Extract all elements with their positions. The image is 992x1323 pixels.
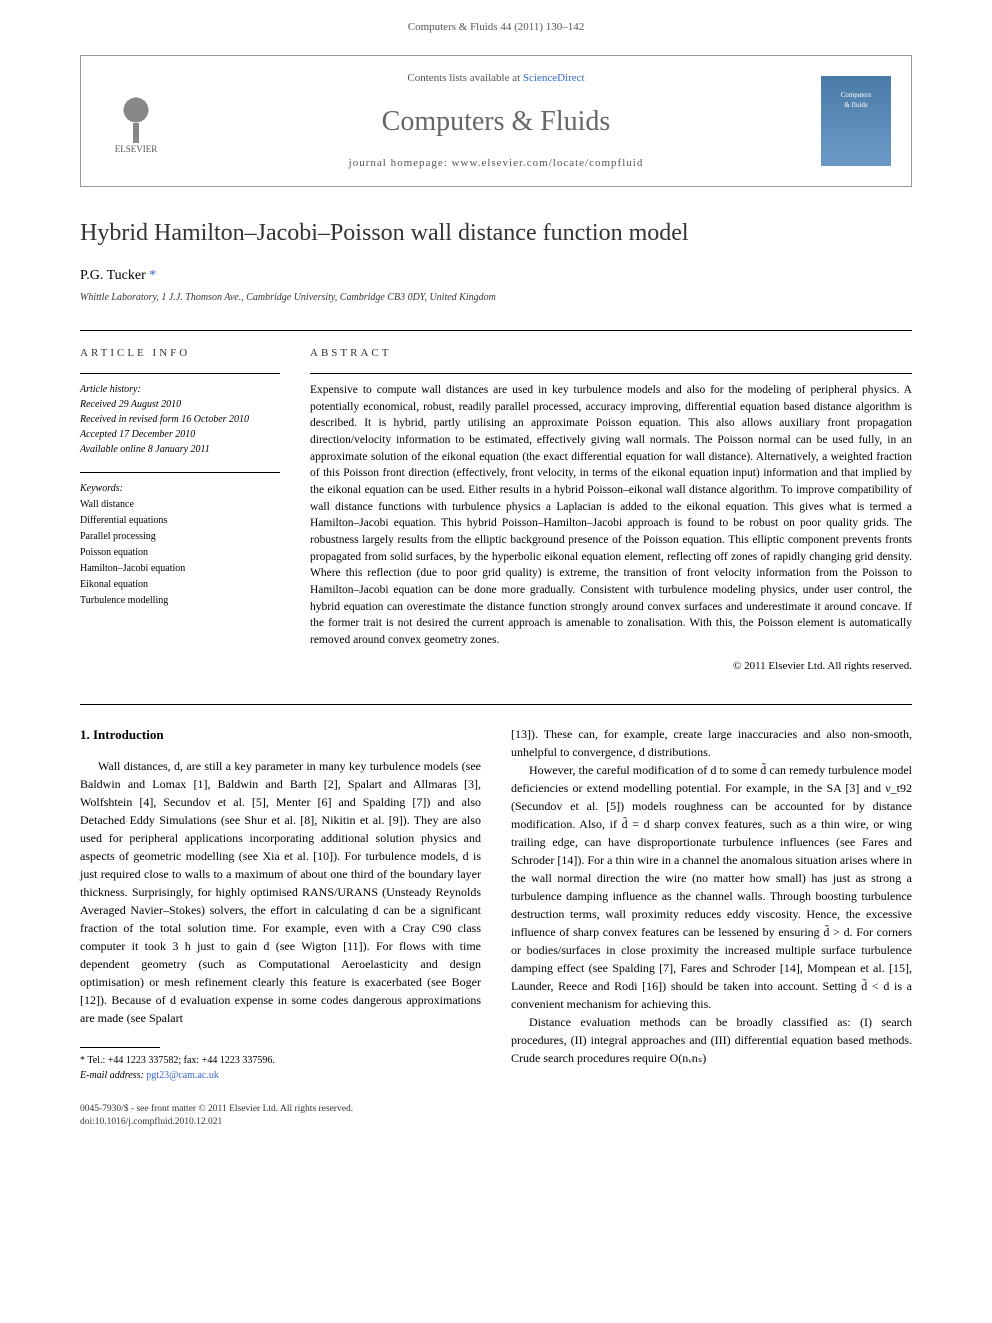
body-paragraph: However, the careful modification of d t… <box>511 761 912 1013</box>
info-abstract-row: ARTICLE INFO Article history: Received 2… <box>80 330 912 675</box>
footnote-tel: * Tel.: +44 1223 337582; fax: +44 1223 3… <box>80 1053 481 1068</box>
body-paragraph: Wall distances, d, are still a key param… <box>80 757 481 1027</box>
homepage-url: www.elsevier.com/locate/compfluid <box>452 157 644 169</box>
body-paragraph: Distance evaluation methods can be broad… <box>511 1013 912 1067</box>
elsevier-tree-icon <box>111 88 161 143</box>
contents-available-line: Contents lists available at ScienceDirec… <box>171 71 821 86</box>
article-history: Article history: Received 29 August 2010… <box>80 373 280 457</box>
keyword: Hamilton–Jacobi equation <box>80 561 280 577</box>
footnote-email-link[interactable]: pgt23@cam.ac.uk <box>146 1070 219 1081</box>
masthead-center: Contents lists available at ScienceDirec… <box>171 71 821 171</box>
section-title: Introduction <box>93 727 164 742</box>
keywords-label: Keywords: <box>80 481 280 497</box>
affiliation: Whittle Laboratory, 1 J.J. Thomson Ave.,… <box>80 291 912 305</box>
footer-front-matter: 0045-7930/$ - see front matter © 2011 El… <box>80 1103 912 1116</box>
footnote-email-line: E-mail address: pgt23@cam.ac.uk <box>80 1068 481 1083</box>
column-right: [13]). These can, for example, create la… <box>511 725 912 1083</box>
history-online: Available online 8 January 2011 <box>80 442 280 457</box>
footnote-email-label: E-mail address: <box>80 1070 144 1081</box>
journal-homepage-line: journal homepage: www.elsevier.com/locat… <box>171 156 821 171</box>
keyword: Parallel processing <box>80 529 280 545</box>
author-name: P.G. Tucker <box>80 268 146 283</box>
keyword: Poisson equation <box>80 545 280 561</box>
journal-name: Computers & Fluids <box>171 102 821 141</box>
history-accepted: Accepted 17 December 2010 <box>80 427 280 442</box>
thumb-title-line1: Computers <box>841 91 872 101</box>
publisher-name: ELSEVIER <box>115 143 158 156</box>
contents-prefix: Contents lists available at <box>407 72 522 84</box>
section-divider <box>80 704 912 705</box>
keywords-block: Keywords: Wall distance Differential equ… <box>80 472 280 609</box>
thumb-title-line2: & fluids <box>844 101 867 111</box>
keyword: Eikonal equation <box>80 577 280 593</box>
journal-cover-thumbnail: Computers & fluids <box>821 76 891 166</box>
running-header-text: Computers & Fluids 44 (2011) 130–142 <box>408 21 585 33</box>
sciencedirect-link[interactable]: ScienceDirect <box>523 72 585 84</box>
article-info-heading: ARTICLE INFO <box>80 346 280 361</box>
keyword: Differential equations <box>80 513 280 529</box>
section-number: 1. <box>80 727 90 742</box>
author-line: P.G. Tucker * <box>80 266 912 286</box>
author-corresponding-marker[interactable]: * <box>149 268 156 283</box>
body-two-column: 1. Introduction Wall distances, d, are s… <box>80 725 912 1083</box>
homepage-label: journal homepage: <box>349 157 452 169</box>
article-title: Hybrid Hamilton–Jacobi–Poisson wall dist… <box>80 217 912 251</box>
journal-masthead: ELSEVIER Contents lists available at Sci… <box>80 55 912 187</box>
history-received: Received 29 August 2010 <box>80 397 280 412</box>
body-paragraph: [13]). These can, for example, create la… <box>511 725 912 761</box>
page-footer: 0045-7930/$ - see front matter © 2011 El… <box>80 1103 912 1130</box>
article-info-block: ARTICLE INFO Article history: Received 2… <box>80 346 280 675</box>
keyword: Turbulence modelling <box>80 593 280 609</box>
history-label: Article history: <box>80 382 280 397</box>
footer-doi: doi:10.1016/j.compfluid.2010.12.021 <box>80 1116 912 1129</box>
history-revised: Received in revised form 16 October 2010 <box>80 412 280 427</box>
footnote-separator <box>80 1047 160 1048</box>
abstract-heading: ABSTRACT <box>310 346 912 361</box>
abstract-block: ABSTRACT Expensive to compute wall dista… <box>310 346 912 675</box>
column-left: 1. Introduction Wall distances, d, are s… <box>80 725 481 1083</box>
abstract-text: Expensive to compute wall distances are … <box>310 373 912 649</box>
running-header: Computers & Fluids 44 (2011) 130–142 <box>0 0 992 45</box>
corresponding-footnote: * Tel.: +44 1223 337582; fax: +44 1223 3… <box>80 1053 481 1083</box>
abstract-copyright: © 2011 Elsevier Ltd. All rights reserved… <box>310 659 912 674</box>
keyword: Wall distance <box>80 497 280 513</box>
publisher-logo: ELSEVIER <box>101 81 171 161</box>
section-heading: 1. Introduction <box>80 725 481 745</box>
